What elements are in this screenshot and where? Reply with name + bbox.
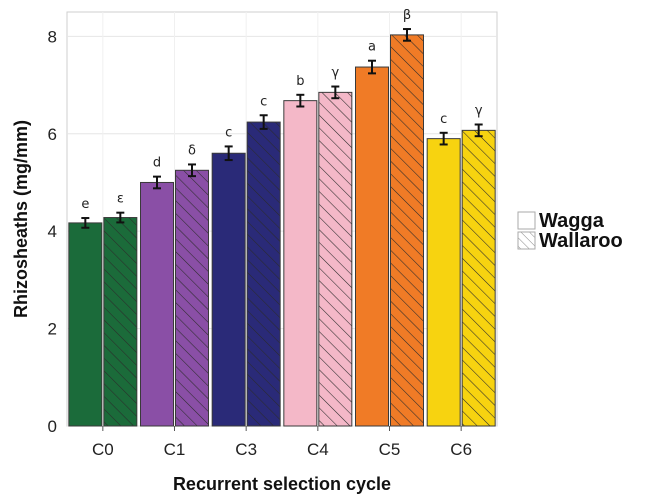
error-bar	[224, 145, 233, 162]
legend-swatch	[517, 231, 536, 250]
error-bar	[259, 114, 268, 130]
error-bar	[296, 93, 305, 108]
y-tick-label: 8	[48, 27, 57, 46]
bar-C3-Wallaroo	[246, 121, 281, 427]
legend-item-wagga: Wagga	[517, 210, 605, 232]
error-bar	[331, 85, 340, 100]
bar-C1-Wallaroo	[175, 169, 209, 427]
bar-C4-Wallaroo	[318, 91, 353, 427]
significance-label: δ	[188, 143, 196, 158]
significance-label: b	[296, 74, 304, 89]
y-axis-title: Rhizosheaths (mg/mm)	[11, 120, 31, 318]
legend-swatch	[517, 211, 536, 230]
y-axis-ticks: 0 2 4 6 8	[48, 27, 57, 436]
error-bar	[188, 163, 196, 178]
bar-C5-Wagga	[355, 66, 389, 427]
y-tick-label: 6	[48, 125, 57, 144]
significance-label: d	[153, 156, 161, 171]
x-tick-label: C5	[379, 440, 401, 459]
significance-label: β	[403, 8, 411, 23]
significance-label: c	[440, 112, 447, 127]
legend-label: Wagga	[539, 210, 605, 232]
significance-label: γ	[331, 66, 339, 81]
bar-C3-Wagga	[211, 152, 246, 427]
x-tick-label: C6	[450, 440, 472, 459]
significance-label: e	[81, 197, 89, 212]
x-axis-title: Recurrent selection cycle	[173, 474, 391, 494]
error-bar	[153, 175, 161, 190]
error-bars	[81, 28, 483, 229]
y-tick-label: 4	[48, 222, 57, 241]
significance-label: γ	[475, 104, 483, 119]
bar-C4-Wagga	[283, 100, 318, 427]
plot-area	[66, 11, 498, 427]
error-bar	[116, 211, 125, 224]
significance-labels: e ε d δ c c b γ a β c γ	[81, 8, 482, 212]
grid-lines	[67, 12, 497, 427]
bar-C0-Wagga	[68, 222, 103, 427]
x-tick-label: C3	[235, 440, 257, 459]
significance-label: ε	[117, 192, 124, 207]
x-tick-label: C0	[92, 440, 114, 459]
x-axis-ticks: C0 C1 C3 C4 C5 C6	[92, 426, 472, 459]
bar-C6-Wallaroo	[461, 129, 496, 427]
legend-label: Wallaroo	[539, 230, 623, 252]
significance-label: c	[260, 94, 267, 109]
y-tick-label: 0	[48, 417, 57, 436]
bar-C5-Wallaroo	[390, 34, 424, 427]
bar-C0-Wallaroo	[103, 217, 138, 427]
legend-item-wallaroo: Wallaroo	[517, 230, 623, 252]
bar-C1-Wagga	[140, 181, 174, 427]
y-tick-label: 2	[48, 320, 57, 339]
bar-C6-Wagga	[426, 138, 461, 427]
error-bar	[81, 217, 90, 229]
error-bar	[403, 28, 411, 42]
significance-label: c	[225, 125, 232, 140]
x-tick-label: C4	[307, 440, 329, 459]
error-bar	[368, 59, 376, 75]
error-bar	[439, 131, 448, 146]
significance-label: a	[368, 40, 376, 55]
bars	[68, 34, 496, 427]
x-tick-label: C1	[164, 440, 186, 459]
error-bar	[474, 123, 483, 138]
